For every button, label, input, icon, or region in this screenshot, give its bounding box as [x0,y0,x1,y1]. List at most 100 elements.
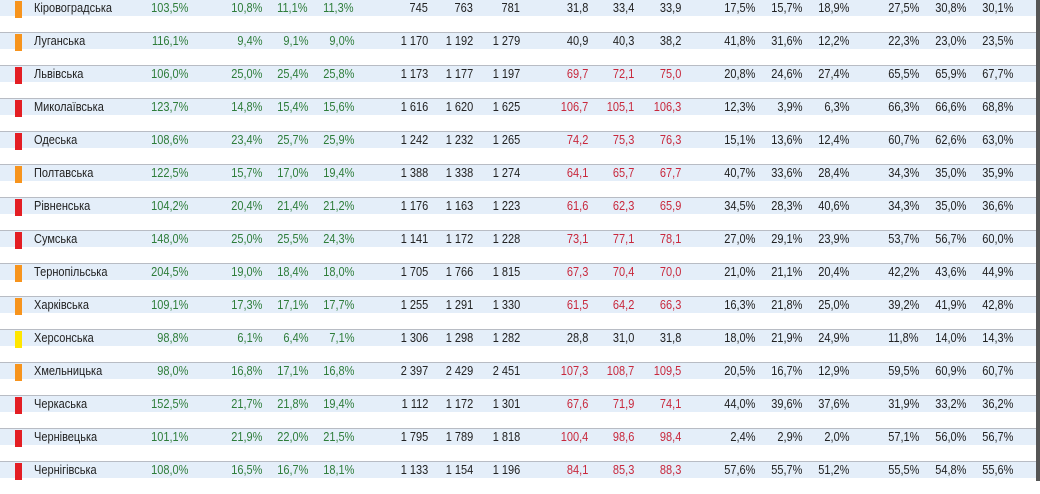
cell-value: 60,9% [934,364,966,378]
cell-value: 1 330 [492,298,520,312]
cell-value: 19,4% [322,397,354,411]
cell-value: 35,9% [981,166,1013,180]
cell-value: 60,0% [981,232,1013,246]
cell-value: 21,7% [230,397,262,411]
cell-value: 1 279 [492,34,520,48]
cell-value: 2 451 [492,364,520,378]
cell-value: 21,8% [770,298,802,312]
row-band [0,462,1036,478]
cell-value: 74,2 [566,133,588,147]
cell-value: 105,1 [606,100,634,114]
cell-value: 2,9% [776,430,802,444]
cell-value: 27,4% [817,67,849,81]
cell-value: 19,4% [322,166,354,180]
cell-value: 1 177 [445,67,473,81]
cell-value: 1 265 [492,133,520,147]
region-name: Харківська [34,298,89,312]
status-marker [15,34,22,51]
cell-value: 31,0 [612,331,634,345]
cell-value: 25,0% [230,67,262,81]
row-band [0,0,1036,16]
cell-value: 14,3% [981,331,1013,345]
table-row: Харківська 109,1% 17,3% 17,1% 17,7% 1 255 1 29… [0,296,1036,329]
status-marker [15,166,22,183]
cell-value: 107,3 [560,364,588,378]
cell-value: 15,1% [723,133,755,147]
cell-value: 1 789 [445,430,473,444]
cell-value: 1 232 [445,133,473,147]
cell-value: 17,7% [322,298,354,312]
table-row: Кіровоградська 103,5% 10,8% 11,1% 11,3% 745 76… [0,0,1036,32]
cell-value: 28,4% [817,166,849,180]
cell-value: 6,4% [282,331,308,345]
cell-value: 18,4% [276,265,308,279]
cell-value: 31,8 [566,1,588,15]
cell-value: 20,4% [817,265,849,279]
region-name: Хмельницька [34,364,103,378]
cell-value: 40,7% [723,166,755,180]
cell-value: 148,0% [150,232,188,246]
cell-value: 122,5% [150,166,188,180]
cell-value: 39,2% [887,298,919,312]
cell-value: 108,0% [150,463,188,477]
cell-value: 2,0% [823,430,849,444]
cell-value: 2 429 [445,364,473,378]
table-row: Сумська 148,0% 25,0% 25,5% 24,3% 1 141 1 172 1 … [0,230,1036,263]
cell-value: 11,1% [277,1,308,15]
cell-value: 61,6 [566,199,588,213]
cell-value: 22,3% [887,34,919,48]
table-row: Одеська 108,6% 23,4% 25,7% 25,9% 1 242 1 232 1 … [0,131,1036,164]
cell-value: 36,2% [981,397,1013,411]
cell-value: 10,8% [230,1,262,15]
cell-value: 67,6 [566,397,588,411]
cell-value: 84,1 [566,463,588,477]
cell-value: 33,4 [612,1,634,15]
cell-value: 77,1 [612,232,634,246]
cell-value: 16,8% [322,364,354,378]
cell-value: 27,5% [887,1,919,15]
cell-value: 28,3% [770,199,802,213]
cell-value: 15,4% [276,100,308,114]
region-name: Луганська [34,34,86,48]
cell-value: 43,6% [934,265,966,279]
row-band [0,66,1036,82]
cell-value: 2 397 [400,364,428,378]
cell-value: 66,3% [887,100,919,114]
cell-value: 65,9 [659,199,681,213]
cell-value: 53,7% [887,232,919,246]
cell-value: 1 620 [445,100,473,114]
cell-value: 76,3 [659,133,681,147]
cell-value: 106,3 [653,100,681,114]
cell-value: 1 301 [492,397,520,411]
region-name: Львівська [34,67,84,81]
cell-value: 65,9% [934,67,966,81]
cell-value: 61,5 [566,298,588,312]
cell-value: 20,4% [230,199,262,213]
cell-value: 25,0% [817,298,849,312]
row-band [0,330,1036,346]
cell-value: 71,9 [612,397,634,411]
cell-value: 108,7 [606,364,634,378]
cell-value: 22,0% [276,430,308,444]
cell-value: 30,8% [934,1,966,15]
cell-value: 3,9% [776,100,802,114]
cell-value: 37,6% [817,397,849,411]
cell-value: 40,3 [612,34,634,48]
cell-value: 104,2% [150,199,188,213]
cell-value: 11,3% [323,1,354,15]
cell-value: 7,1% [328,331,354,345]
cell-value: 56,7% [934,232,966,246]
status-marker [15,331,22,348]
cell-value: 36,6% [981,199,1013,213]
cell-value: 60,7% [981,364,1013,378]
cell-value: 56,0% [934,430,966,444]
cell-value: 25,8% [322,67,354,81]
cell-value: 44,0% [723,397,755,411]
cell-value: 33,9 [659,1,681,15]
region-name: Чернігівська [34,463,97,477]
status-marker [15,463,22,480]
region-name: Тернопільська [34,265,108,279]
cell-value: 1 223 [492,199,520,213]
cell-value: 41,8% [723,34,755,48]
